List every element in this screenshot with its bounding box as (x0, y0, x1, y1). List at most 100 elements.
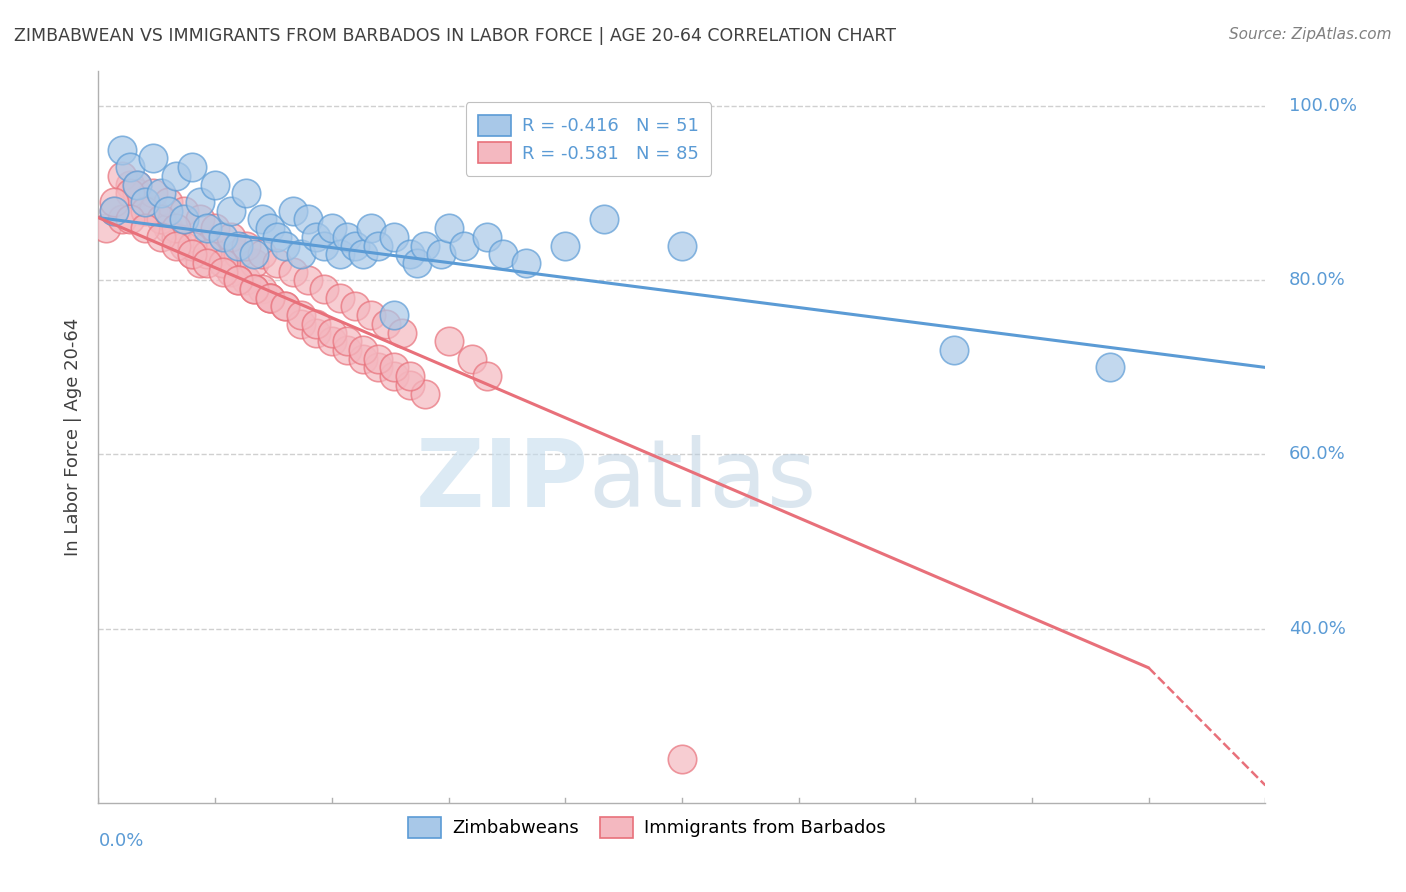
Point (243, 256, 266, 270)
Point (391, 326, 413, 340)
Point (134, 203, 156, 218)
Point (274, 238, 297, 252)
Point (1098, 360, 1121, 375)
Point (352, 247, 374, 261)
Text: 0.0%: 0.0% (98, 832, 143, 850)
Point (243, 282, 266, 296)
Point (188, 256, 211, 270)
Point (943, 343, 966, 357)
Point (235, 273, 257, 287)
Point (103, 194, 125, 209)
Point (157, 194, 180, 209)
Point (274, 300, 297, 314)
Y-axis label: In Labor Force | Age 20-64: In Labor Force | Age 20-64 (63, 318, 82, 557)
Point (290, 317, 312, 331)
Point (297, 273, 319, 287)
Point (103, 203, 125, 218)
Point (382, 360, 405, 375)
Point (259, 291, 281, 305)
Point (165, 229, 187, 244)
Point (142, 203, 165, 218)
Point (212, 265, 235, 279)
Point (305, 229, 328, 244)
Point (180, 160, 202, 174)
Point (477, 229, 499, 244)
Point (382, 369, 405, 384)
Point (671, 238, 693, 252)
Point (593, 212, 616, 227)
Text: 60.0%: 60.0% (1289, 445, 1346, 464)
Point (235, 186, 257, 201)
Point (305, 326, 328, 340)
Point (118, 212, 141, 227)
Point (398, 369, 420, 384)
Point (219, 265, 242, 279)
Point (312, 238, 335, 252)
Point (212, 256, 235, 270)
Point (235, 238, 257, 252)
Point (157, 221, 180, 235)
Point (188, 194, 211, 209)
Point (413, 238, 436, 252)
Point (134, 221, 156, 235)
Text: 80.0%: 80.0% (1289, 271, 1346, 289)
Point (134, 194, 156, 209)
Point (204, 247, 226, 261)
Point (329, 247, 352, 261)
Point (477, 369, 499, 384)
Point (398, 247, 420, 261)
Point (212, 256, 235, 270)
Text: 100.0%: 100.0% (1289, 97, 1357, 115)
Point (134, 194, 156, 209)
Point (204, 178, 226, 192)
Point (149, 229, 172, 244)
Point (281, 265, 304, 279)
Point (437, 221, 460, 235)
Point (312, 282, 335, 296)
Point (367, 238, 389, 252)
Point (228, 247, 250, 261)
Point (250, 212, 273, 227)
Point (290, 308, 312, 322)
Point (173, 238, 195, 252)
Point (228, 238, 250, 252)
Point (149, 212, 172, 227)
Point (96, 221, 118, 235)
Text: atlas: atlas (589, 435, 817, 527)
Point (165, 238, 187, 252)
Point (195, 256, 218, 270)
Point (429, 247, 451, 261)
Point (127, 178, 149, 192)
Point (321, 221, 343, 235)
Point (321, 334, 343, 349)
Point (195, 221, 218, 235)
Point (142, 152, 165, 166)
Point (243, 282, 266, 296)
Point (250, 282, 273, 296)
Point (413, 386, 436, 401)
Text: ZIP: ZIP (416, 435, 589, 527)
Point (336, 334, 359, 349)
Point (329, 291, 352, 305)
Point (111, 169, 134, 183)
Point (165, 169, 187, 183)
Point (180, 238, 202, 252)
Point (219, 203, 242, 218)
Point (173, 212, 195, 227)
Point (111, 143, 134, 157)
Point (243, 247, 266, 261)
Point (367, 351, 389, 366)
Point (204, 221, 226, 235)
Point (266, 256, 288, 270)
Point (228, 273, 250, 287)
Point (360, 221, 382, 235)
Point (305, 317, 328, 331)
Point (554, 238, 576, 252)
Point (149, 186, 172, 201)
Point (142, 186, 165, 201)
Point (453, 238, 475, 252)
Point (290, 247, 312, 261)
Text: 40.0%: 40.0% (1289, 620, 1346, 638)
Point (259, 291, 281, 305)
Point (127, 186, 149, 201)
